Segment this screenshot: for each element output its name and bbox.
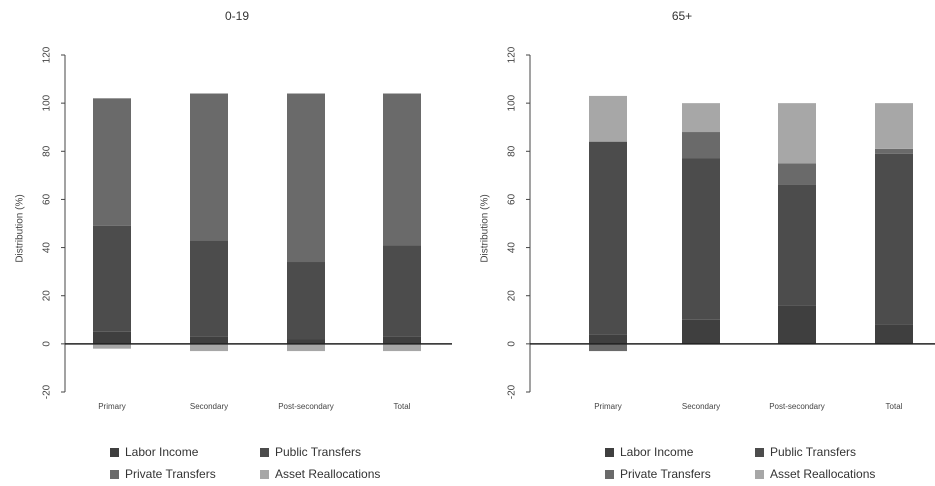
y-tick-label: 100: [42, 94, 53, 111]
y-axis-label: Distribution (%): [15, 194, 26, 262]
legend-swatch: [755, 447, 764, 457]
legend-swatch: [755, 469, 764, 479]
bar-post-secondary-public-transfers: [287, 262, 325, 340]
bar-total-public-transfers: [383, 245, 421, 337]
chart-title: 0-19: [225, 9, 249, 23]
bar-secondary-asset-reallocations: [190, 343, 228, 352]
x-tick-label: Primary: [594, 402, 622, 411]
bar-total-asset-reallocations: [383, 343, 421, 352]
y-tick-label: -20: [507, 384, 518, 399]
bar-secondary-private-transfers: [682, 132, 720, 159]
bar-post-secondary-asset-reallocations: [778, 103, 816, 164]
legend-label: Private Transfers: [125, 467, 216, 481]
bar-primary-labor-income: [589, 334, 627, 344]
legend-label: Public Transfers: [770, 445, 857, 459]
legend-item-labor-income: Labor Income: [110, 445, 198, 459]
legend-label: Private Transfers: [620, 467, 711, 481]
legend-swatch: [605, 469, 614, 479]
bar-total-private-transfers: [875, 148, 913, 154]
stacked-bar-chart-65-plus: 65+ -20 0 20 40 60 80 100 120 Distribution (%) Pri…: [480, 9, 935, 411]
legend-item-labor-income: Labor Income: [605, 445, 693, 459]
bar-total-labor-income: [875, 324, 913, 344]
bar-primary-labor-income: [93, 331, 131, 344]
y-axis-label: Distribution (%): [480, 194, 491, 262]
bar-total-labor-income: [383, 336, 421, 344]
y-tick-label: 80: [42, 145, 53, 157]
bar-primary-public-transfers: [589, 141, 627, 335]
x-tick-label: Post-secondary: [769, 402, 825, 411]
bar-post-secondary-labor-income: [287, 339, 325, 344]
bar-primary-asset-reallocations: [589, 95, 627, 142]
legend-swatch: [605, 447, 614, 457]
legend-label: Labor Income: [125, 445, 199, 459]
y-tick-label: 0: [507, 341, 518, 347]
legend-swatch: [260, 447, 269, 457]
legend-item-public-transfers: Public Transfers: [260, 445, 361, 459]
legend-label: Asset Reallocations: [275, 467, 381, 481]
bar-primary-public-transfers: [93, 225, 131, 332]
legend-swatch: [110, 469, 119, 479]
y-tick-label: 60: [42, 193, 53, 205]
chart-title: 65+: [672, 9, 692, 23]
bar-post-secondary-private-transfers: [287, 93, 325, 263]
bar-secondary-public-transfers: [682, 158, 720, 320]
bar-post-secondary-private-transfers: [778, 163, 816, 185]
bar-post-secondary-asset-reallocations: [287, 343, 325, 352]
legend-swatch: [260, 469, 269, 479]
y-tick-label: 0: [42, 341, 53, 347]
legend-item-private-transfers: Private Transfers: [110, 467, 216, 481]
bar-post-secondary-labor-income: [778, 305, 816, 344]
bar-secondary-asset-reallocations: [682, 103, 720, 133]
legend-label: Asset Reallocations: [770, 467, 876, 481]
y-tick-label: 40: [507, 242, 518, 254]
legend-label: Labor Income: [620, 445, 694, 459]
bar-total-asset-reallocations: [875, 103, 913, 149]
bar-secondary-private-transfers: [190, 93, 228, 241]
x-tick-label: Secondary: [682, 402, 720, 411]
legend-item-asset-reallocations: Asset Reallocations: [260, 467, 380, 481]
legend-swatch: [110, 447, 119, 457]
y-tick-label: 40: [42, 242, 53, 254]
legend-item-asset-reallocations: Asset Reallocations: [755, 467, 875, 481]
y-tick-label: -20: [42, 384, 53, 399]
legend-label: Public Transfers: [275, 445, 362, 459]
legend-item-private-transfers: Private Transfers: [605, 467, 711, 481]
legend-item-public-transfers: Public Transfers: [755, 445, 856, 459]
stacked-bar-chart-0-19: 0-19 -20 0 20 40 60 80 100 120 Distribution (%) Pr…: [15, 9, 452, 411]
chart-panel-65-plus: 65+ -20 0 20 40 60 80 100 120 Distribution (%) Pri…: [467, 0, 935, 486]
bar-secondary-labor-income: [682, 319, 720, 344]
bar-primary-private-transfers: [93, 98, 131, 226]
y-tick-label: 120: [507, 46, 518, 63]
y-tick-label: 120: [42, 46, 53, 63]
x-tick-label: Primary: [98, 402, 126, 411]
bar-primary-asset-reallocations: [93, 343, 131, 349]
y-tick-label: 20: [42, 290, 53, 302]
bar-secondary-public-transfers: [190, 240, 228, 337]
y-tick-label: 80: [507, 145, 518, 157]
y-tick-label: 100: [507, 94, 518, 111]
x-tick-label: Secondary: [190, 402, 228, 411]
bar-total-private-transfers: [383, 93, 421, 246]
y-tick-label: 60: [507, 193, 518, 205]
bar-primary-private-transfers: [589, 343, 627, 352]
bar-secondary-labor-income: [190, 336, 228, 344]
x-tick-label: Total: [394, 402, 411, 411]
bar-post-secondary-public-transfers: [778, 184, 816, 306]
x-tick-label: Post-secondary: [278, 402, 334, 411]
bar-total-public-transfers: [875, 153, 913, 325]
x-tick-label: Total: [886, 402, 903, 411]
chart-panel-0-19: 0-19 -20 0 20 40 60 80 100 120 Distribution (%) Pr…: [0, 0, 467, 486]
y-tick-label: 20: [507, 290, 518, 302]
